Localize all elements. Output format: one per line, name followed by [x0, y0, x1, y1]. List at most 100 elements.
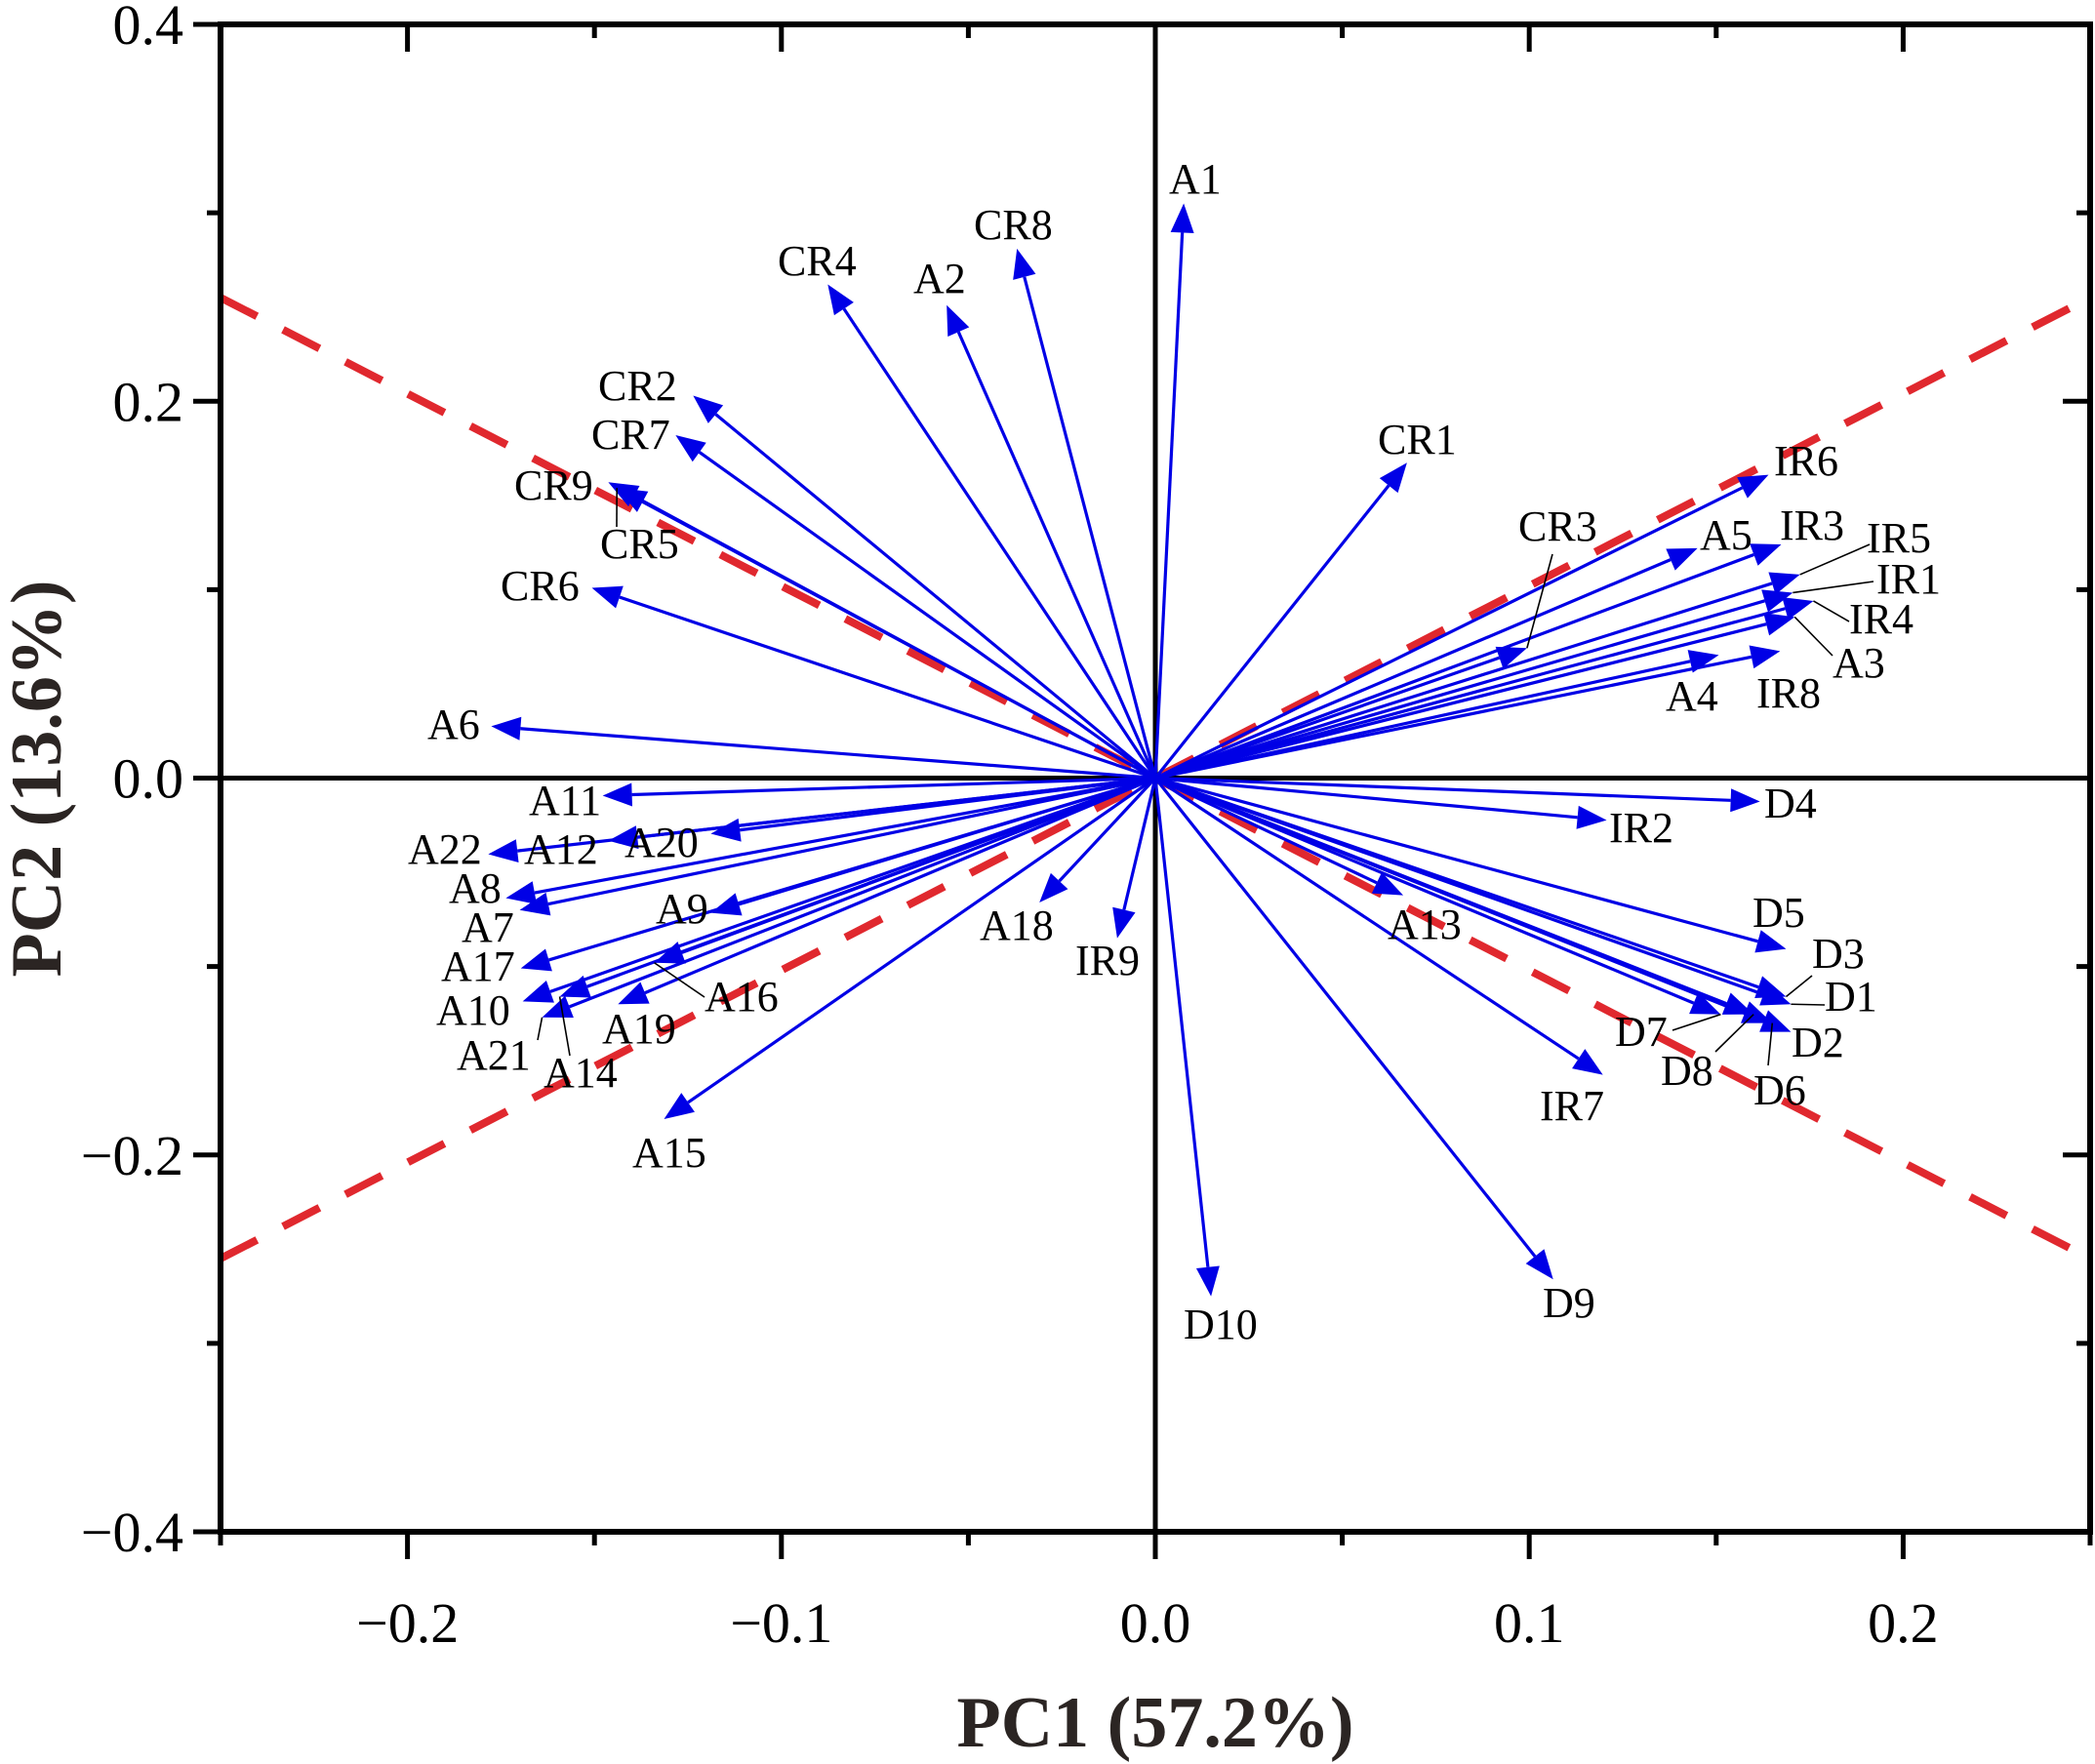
arrow-head-icon: [675, 435, 706, 462]
loading-arrow-A11: [602, 776, 1156, 807]
arrow-shaft: [1058, 777, 1157, 883]
arrow-head-icon: [618, 982, 650, 1005]
loading-label-D9: D9: [1543, 1279, 1595, 1327]
axis-ticks: [193, 21, 2093, 1559]
loading-label-CR1: CR1: [1378, 416, 1457, 463]
loading-arrow-A21: [542, 777, 1156, 1019]
arrow-head-icon: [1170, 203, 1194, 234]
loading-arrow-A1: [1153, 203, 1194, 779]
loading-label-A18: A18: [980, 902, 1054, 949]
loading-label-D4: D4: [1764, 780, 1817, 827]
loading-label-CR2: CR2: [598, 362, 677, 410]
loading-label-CR3: CR3: [1518, 502, 1597, 550]
loading-label-CR7: CR7: [591, 411, 670, 459]
arrow-head-icon: [1195, 1265, 1220, 1297]
loading-arrow-D1: [1154, 776, 1792, 1006]
loading-arrow-CR7: [675, 435, 1156, 780]
loading-arrow-D2: [1154, 777, 1792, 1032]
loading-label-CR4: CR4: [778, 237, 857, 285]
arrow-head-icon: [1495, 646, 1527, 669]
loading-label-A1: A1: [1169, 155, 1222, 203]
y-tick-label: −0.4: [81, 1501, 183, 1564]
loading-arrow-A5: [1154, 547, 1698, 780]
arrow-shaft: [547, 776, 1156, 962]
x-tick-label: 0.0: [1120, 1591, 1191, 1655]
arrow-head-icon: [1576, 805, 1607, 829]
arrow-shaft: [714, 413, 1157, 780]
arrow-head-icon: [1572, 1049, 1603, 1075]
loading-label-A15: A15: [632, 1129, 706, 1177]
arrow-head-icon: [1750, 543, 1782, 566]
arrow-head-icon: [542, 995, 574, 1019]
loading-label-D5: D5: [1753, 889, 1805, 937]
loading-label-A20: A20: [624, 819, 699, 866]
loading-arrow-IR6: [1154, 474, 1769, 780]
arrow-head-icon: [491, 716, 522, 741]
arrow-head-icon: [827, 284, 854, 316]
arrow-shaft: [520, 727, 1156, 781]
loading-label-IR1: IR1: [1876, 555, 1941, 603]
arrow-shaft: [1154, 599, 1765, 781]
leader-line-A21: [537, 1017, 544, 1041]
loading-label-A9: A9: [656, 885, 708, 933]
loading-arrows: [488, 203, 1814, 1297]
leader-line-A16: [654, 962, 705, 998]
loading-label-CR8: CR8: [974, 201, 1053, 249]
arrow-shaft: [619, 595, 1156, 781]
loading-arrow-IR8: [1154, 645, 1781, 781]
axis-tick-labels: −0.2 −0.1 0.0 0.1 0.2 −0.4 −0.2 0.0 0.2 0.4: [81, 0, 1939, 1655]
loading-label-IR2: IR2: [1609, 804, 1673, 852]
arrow-head-icon: [664, 1093, 695, 1120]
arrow-shaft: [547, 776, 1156, 906]
loading-arrow-A2: [947, 304, 1157, 780]
arrow-head-icon: [1763, 613, 1795, 636]
loading-label-A10: A10: [436, 986, 510, 1034]
loading-label-D10: D10: [1184, 1301, 1258, 1348]
x-tick-label: −0.2: [356, 1591, 459, 1655]
loading-label-A17: A17: [441, 942, 515, 990]
arrow-head-icon: [1666, 547, 1698, 571]
arrow-head-icon: [693, 395, 724, 423]
loading-arrow-CR6: [591, 585, 1156, 781]
loading-label-A8: A8: [449, 864, 502, 912]
arrow-head-icon: [1112, 906, 1136, 939]
arrow-shaft: [842, 307, 1157, 780]
loading-label-A16: A16: [705, 973, 779, 1021]
loading-label-D2: D2: [1792, 1019, 1844, 1066]
loading-arrow-A22: [488, 776, 1156, 863]
loading-arrow-A18: [1039, 777, 1157, 902]
loading-label-A6: A6: [427, 701, 480, 748]
loading-arrow-D10: [1153, 778, 1220, 1297]
loading-label-IR8: IR8: [1756, 669, 1821, 717]
arrow-shaft: [1154, 486, 1744, 780]
loading-label-IR5: IR5: [1867, 514, 1931, 562]
arrow-shaft: [1154, 776, 1764, 996]
x-tick-label: 0.2: [1868, 1591, 1939, 1655]
loading-arrow-IR3: [1154, 543, 1782, 780]
y-tick-label: 0.0: [113, 747, 184, 811]
loading-arrow-CR1: [1153, 462, 1407, 780]
arrow-shaft: [1154, 655, 1753, 781]
arrow-head-icon: [1371, 871, 1404, 896]
leader-line-A14: [558, 996, 571, 1057]
arrow-shaft: [586, 776, 1156, 988]
arrow-head-icon: [1759, 982, 1792, 1006]
loading-arrow-A13: [1154, 777, 1404, 896]
loading-label-D7: D7: [1615, 1008, 1668, 1056]
x-tick-label: −0.1: [730, 1591, 832, 1655]
x-tick-label: 0.1: [1494, 1591, 1565, 1655]
loading-arrow-IR4: [1154, 597, 1814, 781]
loading-arrow-CR5: [617, 488, 1156, 780]
arrow-shaft: [1153, 777, 1537, 1258]
loading-label-D8: D8: [1661, 1047, 1713, 1095]
leader-line-D1: [1791, 1003, 1826, 1006]
arrow-head-icon: [559, 975, 591, 998]
loading-label-A4: A4: [1666, 672, 1718, 720]
loading-label-A13: A13: [1388, 901, 1462, 948]
y-tick-label: 0.4: [113, 0, 184, 57]
loading-label-A19: A19: [602, 1005, 676, 1053]
leader-line-D3: [1785, 975, 1813, 998]
loading-label-A11: A11: [529, 777, 601, 824]
